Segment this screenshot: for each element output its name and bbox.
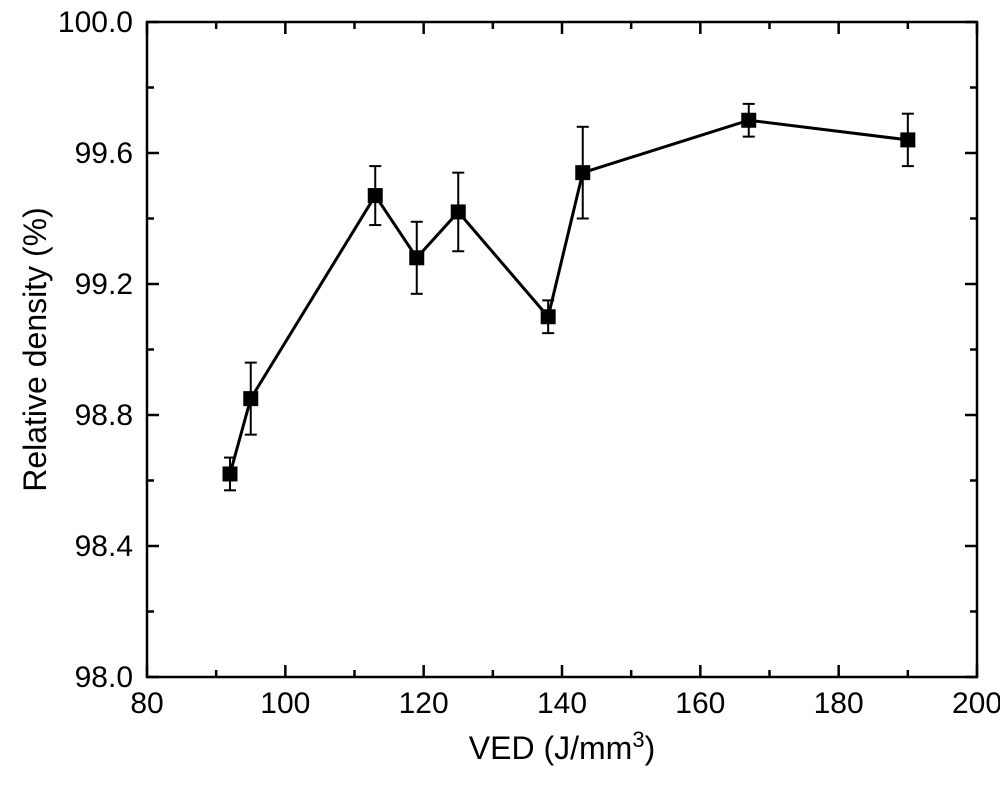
x-tick-label: 100 (260, 687, 310, 720)
density-vs-ved-chart: 80 100 120 140 160 180 200 98.0 98.4 98.8 99.2 99.6… (0, 0, 1000, 812)
y-tick-label: 99.2 (75, 268, 133, 301)
x-axis-label: VED (J/mm3) (469, 727, 655, 767)
data-marker (742, 113, 756, 127)
x-tick-label: 200 (952, 687, 1000, 720)
data-marker (451, 205, 465, 219)
y-tick-label: 98.4 (75, 530, 133, 563)
y-axis-label: Relative density (%) (17, 207, 53, 492)
data-marker (368, 189, 382, 203)
x-tick-label: 120 (399, 687, 449, 720)
data-marker (223, 467, 237, 481)
chart-container: 80 100 120 140 160 180 200 98.0 98.4 98.8 99.2 99.6… (0, 0, 1000, 812)
x-tick-label: 160 (675, 687, 725, 720)
data-marker (576, 166, 590, 180)
x-tick-label: 80 (130, 687, 163, 720)
data-marker (541, 310, 555, 324)
data-marker (901, 133, 915, 147)
x-tick-label: 180 (814, 687, 864, 720)
y-tick-label: 98.8 (75, 399, 133, 432)
y-tick-label: 100.0 (58, 6, 133, 39)
x-tick-label: 140 (537, 687, 587, 720)
data-marker (244, 392, 258, 406)
y-tick-label: 99.6 (75, 137, 133, 170)
y-tick-label: 98.0 (75, 661, 133, 694)
data-marker (410, 251, 424, 265)
